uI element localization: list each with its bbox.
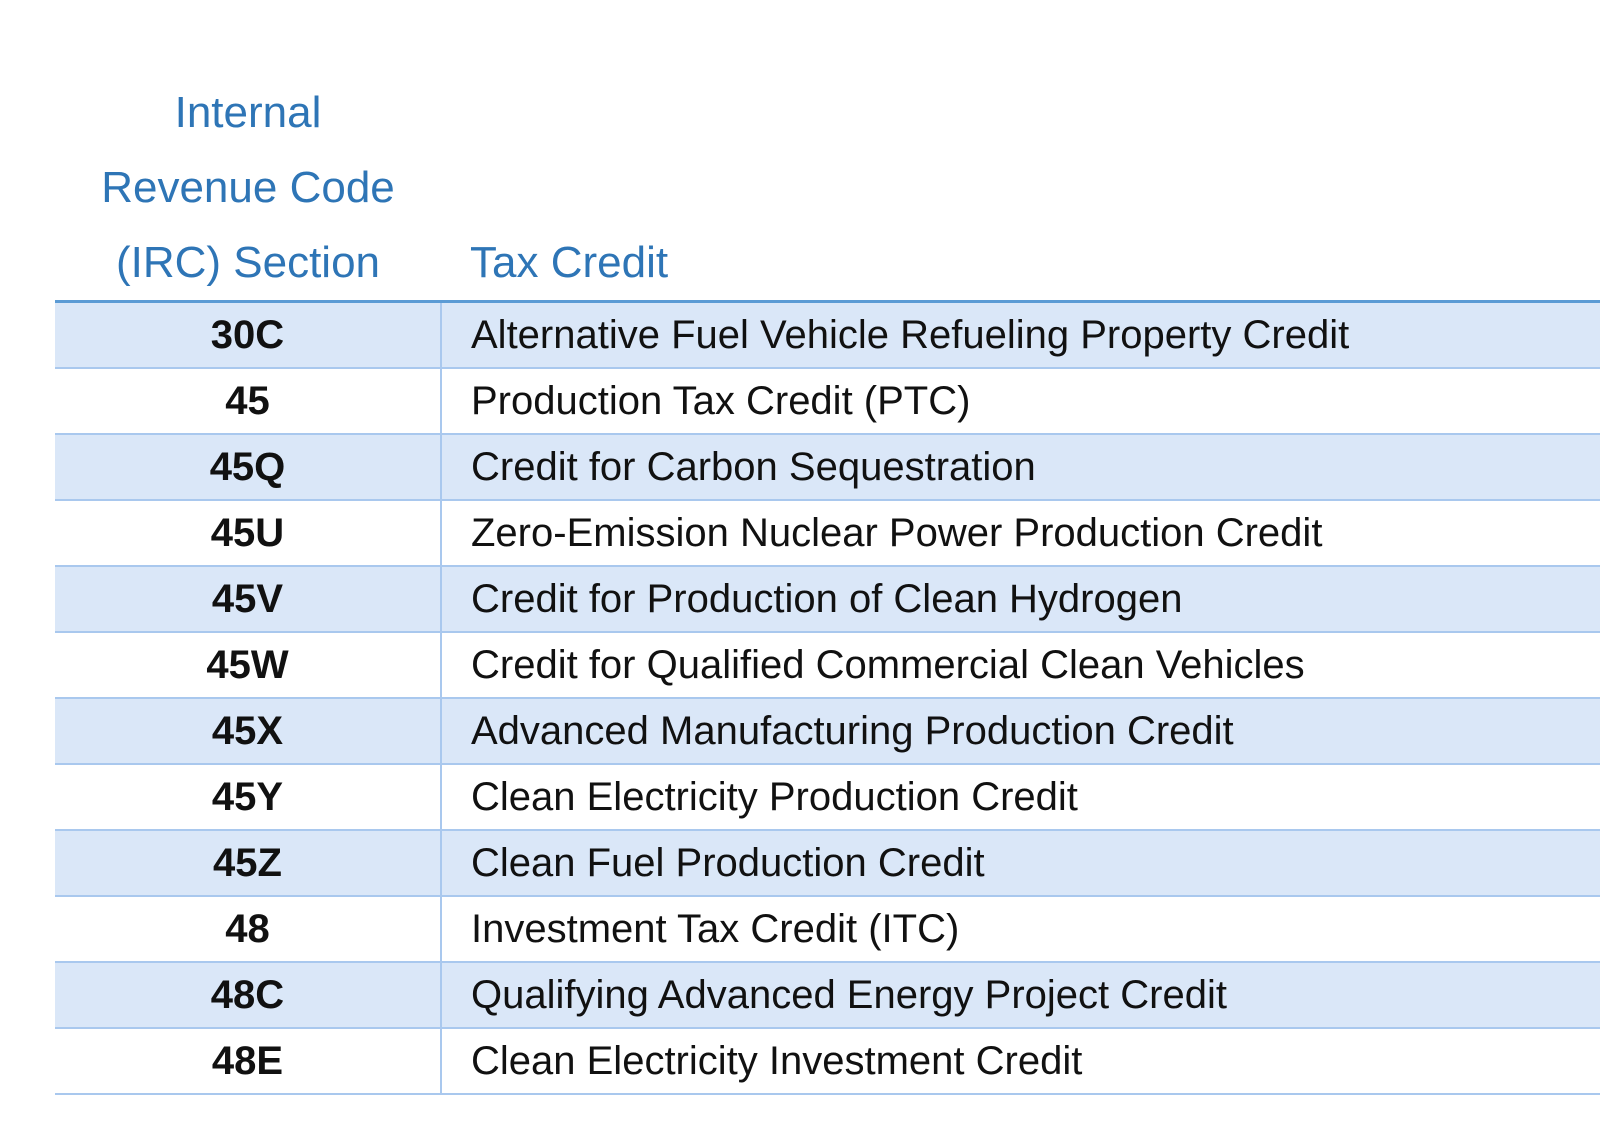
tax-credit-table: Internal Revenue Code (IRC) Section Tax … [55, 0, 1600, 1095]
table-row: 45U Zero-Emission Nuclear Power Productio… [55, 500, 1600, 567]
table-row: 45X Advanced Manufacturing Production Cre… [55, 698, 1600, 765]
table-row: 48 Investment Tax Credit (ITC) [55, 896, 1600, 963]
tax-credit: Production Tax Credit (PTC) [441, 368, 1600, 435]
table-row: 30C Alternative Fuel Vehicle Refueling Pr… [55, 301, 1600, 369]
table-row: 48C Qualifying Advanced Energy Project Cr… [55, 962, 1600, 1029]
irc-section: 30C [55, 301, 442, 369]
tax-credit: Clean Electricity Investment Credit [441, 1028, 1600, 1095]
irc-section: 45U [55, 500, 442, 567]
irc-section: 48 [55, 896, 442, 963]
tax-credit: Clean Electricity Production Credit [441, 764, 1600, 831]
table-row: 45W Credit for Qualified Commercial Clean… [55, 632, 1600, 699]
tax-credit: Alternative Fuel Vehicle Refueling Prope… [441, 301, 1600, 369]
tax-credit: Credit for Qualified Commercial Clean Ve… [441, 632, 1600, 699]
tax-credit: Advanced Manufacturing Production Credit [441, 698, 1600, 765]
tax-credit: Qualifying Advanced Energy Project Credi… [441, 962, 1600, 1029]
table-row: 45Q Credit for Carbon Sequestration [55, 434, 1600, 501]
table-row: 45Y Clean Electricity Production Credit [55, 764, 1600, 831]
table-row: 45Z Clean Fuel Production Credit [55, 830, 1600, 897]
tax-credit: Credit for Carbon Sequestration [441, 434, 1600, 501]
table-body: 30C Alternative Fuel Vehicle Refueling Pr… [55, 301, 1600, 1095]
header-text: Internal Revenue Code (IRC) Section [101, 88, 395, 287]
table-row: 45V Credit for Production of Clean Hydrog… [55, 566, 1600, 633]
header-cell: Tax Credit [441, 0, 1600, 303]
header-row: Internal Revenue Code (IRC) Section Tax … [55, 0, 1600, 303]
irc-section: 48E [55, 1028, 442, 1095]
irc-section: 45 [55, 368, 442, 435]
irc-section: 45X [55, 698, 442, 765]
tax-credit: Zero-Emission Nuclear Power Production C… [441, 500, 1600, 567]
tax-credit: Investment Tax Credit (ITC) [441, 896, 1600, 963]
irc-section: 45W [55, 632, 442, 699]
irc-section: 45Y [55, 764, 442, 831]
tax-credit: Credit for Production of Clean Hydrogen [441, 566, 1600, 633]
table-row: 48E Clean Electricity Investment Credit [55, 1028, 1600, 1095]
irc-section: 48C [55, 962, 442, 1029]
irc-section: 45V [55, 566, 442, 633]
tax-credit: Clean Fuel Production Credit [441, 830, 1600, 897]
header-cell: Internal Revenue Code (IRC) Section [55, 0, 441, 303]
table-row: 45 Production Tax Credit (PTC) [55, 368, 1600, 435]
irc-section: 45Q [55, 434, 442, 501]
irc-section: 45Z [55, 830, 442, 897]
